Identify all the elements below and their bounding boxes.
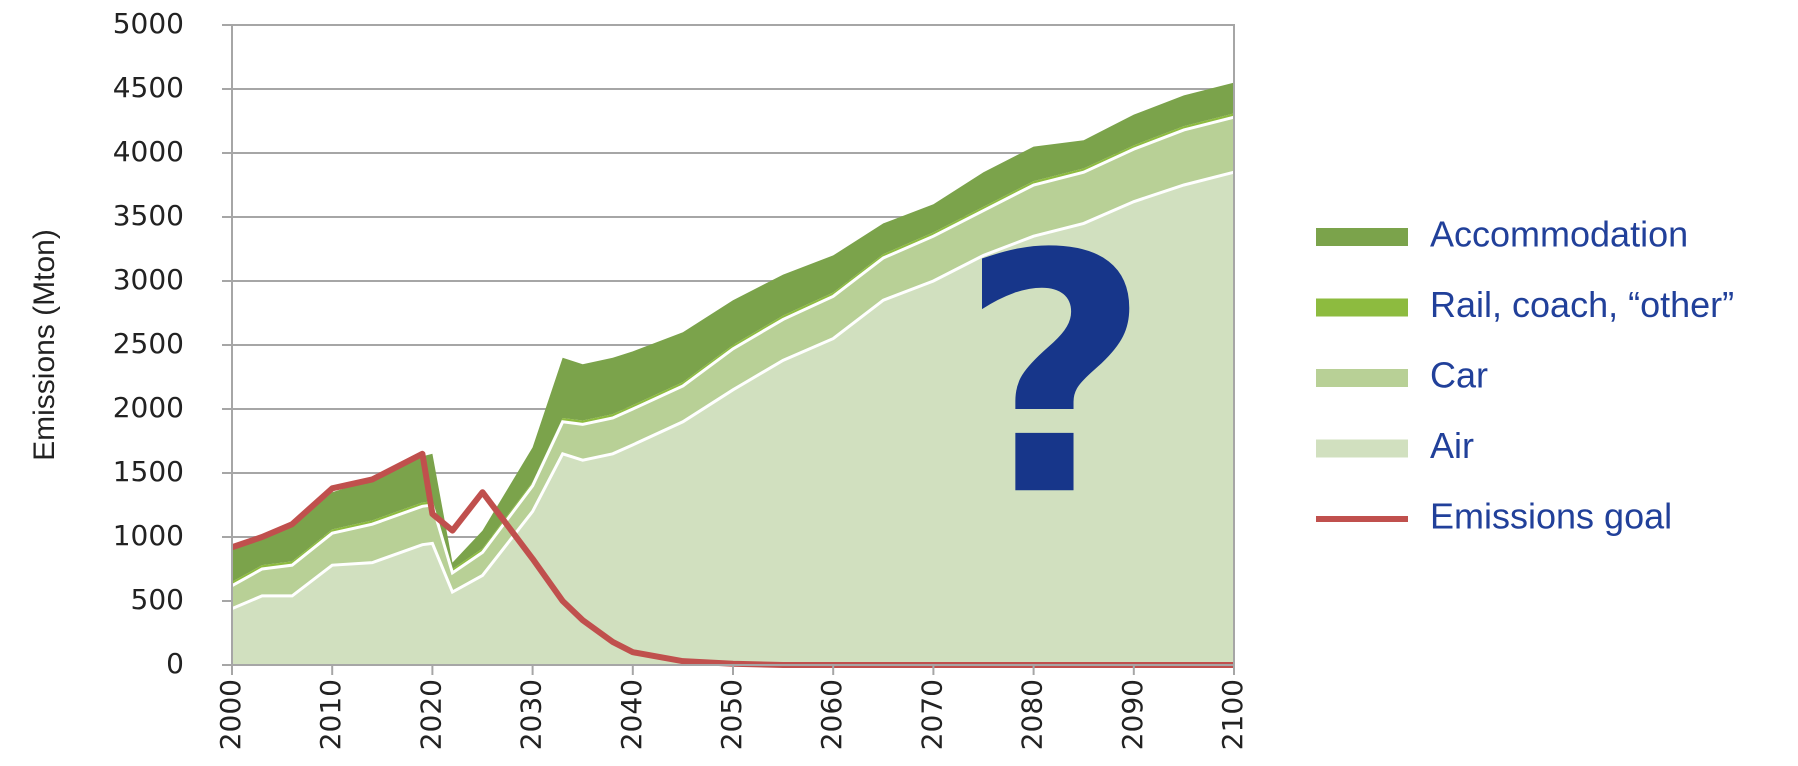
area-separator [231, 115, 1235, 587]
y-tick-label: 1000 [113, 519, 184, 552]
legend-swatch [1316, 298, 1408, 317]
area [232, 82, 1234, 582]
x-tick-label: 2040 [615, 679, 648, 750]
x-tick-label: 2030 [515, 679, 548, 750]
y-tick-label: 3000 [113, 263, 184, 296]
x-tick-label: 2060 [815, 679, 848, 750]
x-tick-label: 2070 [915, 679, 948, 750]
x-tick-label: 2050 [715, 679, 748, 750]
legend-label: Accommodation [1430, 214, 1688, 255]
y-tick-label: 4000 [113, 135, 184, 168]
legend-swatch [1316, 439, 1408, 458]
annotation: ? [959, 184, 1150, 568]
y-tick-label: 5000 [113, 7, 184, 40]
x-tick-label: 2100 [1216, 679, 1249, 750]
x-tick-label: 2010 [314, 679, 347, 750]
legend-label: Air [1430, 425, 1474, 466]
y-tick-label: 2500 [113, 327, 184, 360]
y-tick-label: 3500 [113, 199, 184, 232]
y-tick-label: 500 [131, 583, 184, 616]
area [232, 117, 1234, 609]
y-axis-label: Emissions (Mton) [28, 229, 61, 461]
y-tick-label: 1500 [113, 455, 184, 488]
legend-label: Car [1430, 355, 1488, 396]
legend-swatch [1316, 369, 1408, 387]
y-tick-label: 0 [166, 647, 184, 680]
legend-label: Emissions goal [1430, 496, 1672, 537]
y-tick-label: 4500 [113, 71, 184, 104]
legend-swatch [1316, 228, 1408, 246]
x-tick-label: 2020 [414, 679, 447, 750]
y-tick-label: 2000 [113, 391, 184, 424]
legend-label: Rail, coach, “other” [1430, 284, 1734, 325]
area [232, 172, 1234, 665]
x-tick-label: 2090 [1116, 679, 1149, 750]
x-tick-label: 2080 [1016, 679, 1049, 750]
x-tick-label: 2000 [214, 679, 247, 750]
area-separator [231, 170, 1235, 611]
